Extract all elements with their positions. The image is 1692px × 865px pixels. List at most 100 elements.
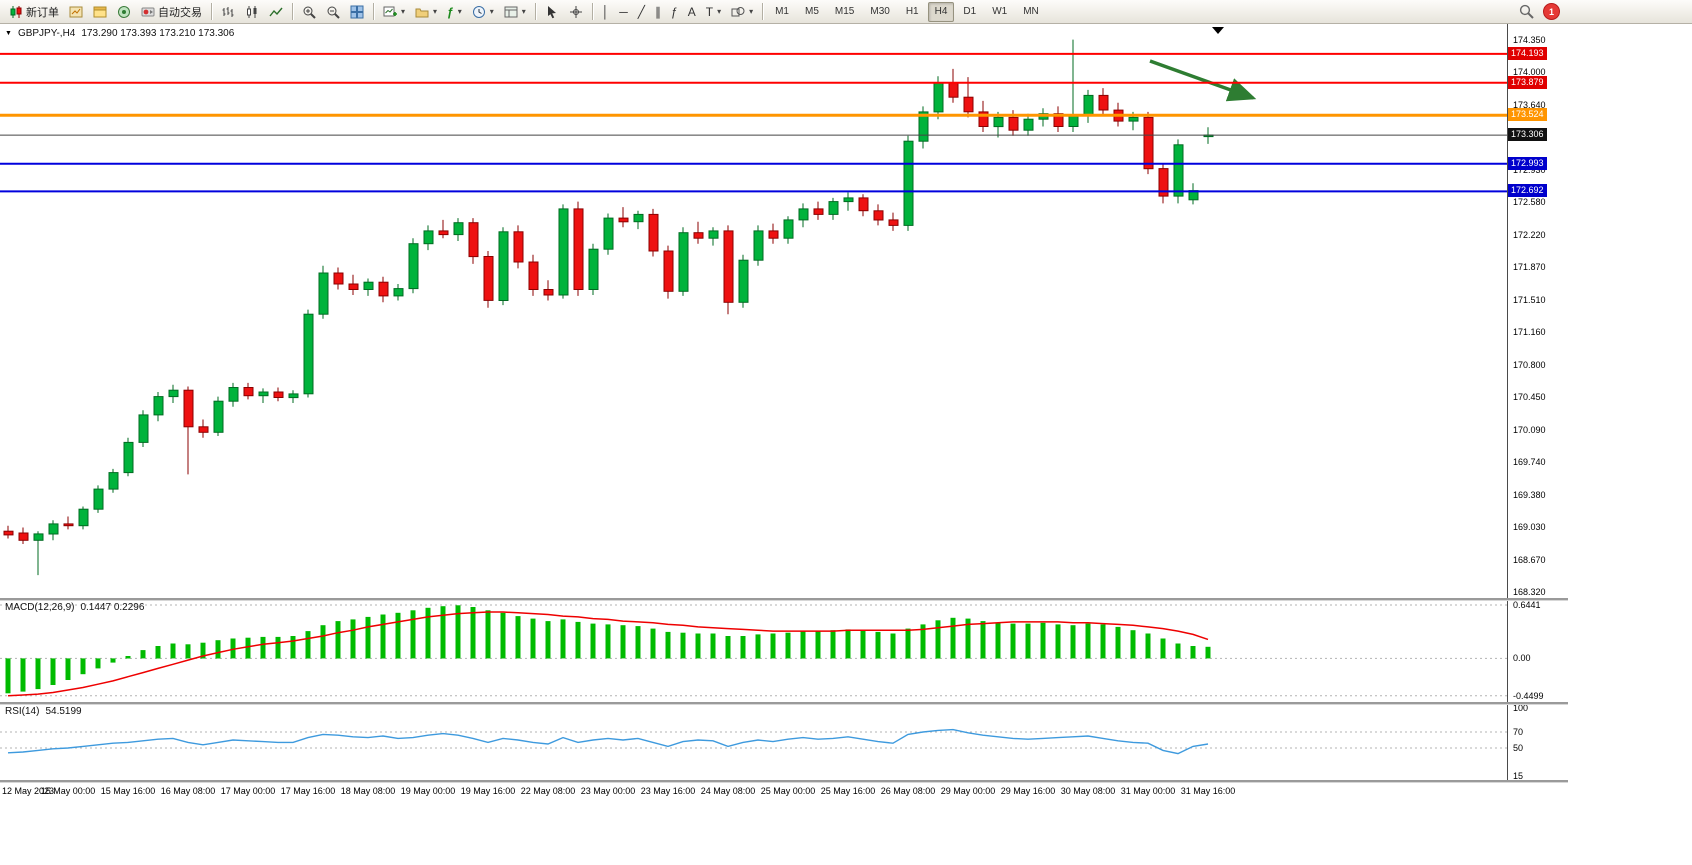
- auto-trading-label: 自动交易: [158, 6, 202, 19]
- cursor-icon: [547, 5, 556, 18]
- timeframe-button-h4[interactable]: H4: [927, 1, 955, 22]
- trendline-tool-button[interactable]: ╱: [633, 1, 650, 23]
- macd-histogram-bar: [545, 621, 551, 659]
- tile-windows-button[interactable]: [345, 1, 369, 23]
- macd-histogram-bar: [470, 607, 476, 659]
- zoom-out-button[interactable]: [321, 1, 345, 23]
- navigator-button[interactable]: [88, 1, 112, 23]
- search-icon[interactable]: [1519, 4, 1534, 19]
- profiles-button[interactable]: ▾: [410, 1, 442, 23]
- fibonacci-tool-button[interactable]: ƒ: [666, 1, 683, 23]
- time-axis-label: 22 May 08:00: [520, 786, 576, 796]
- candle-body: [558, 208, 569, 296]
- zoom-in-button[interactable]: [297, 1, 321, 23]
- timeframe-button-w1[interactable]: W1: [992, 5, 1008, 17]
- candle-body: [528, 261, 539, 290]
- macd-values: 0.1447 0.2296: [80, 602, 145, 613]
- candle-body: [918, 111, 929, 142]
- toolbar-right-group: 1: [1519, 3, 1560, 20]
- main-chart-canvas[interactable]: [0, 24, 1507, 598]
- line-chart-icon: [269, 7, 283, 16]
- rsi-axis-label: 100: [1513, 703, 1529, 713]
- macd-histogram-bar: [335, 621, 341, 659]
- crosshair-button[interactable]: [564, 1, 588, 23]
- indicators-button[interactable]: ƒ ▾: [442, 1, 467, 23]
- navigator-icon: [93, 6, 107, 17]
- price-axis-badge: 173.306: [1508, 128, 1547, 141]
- timeframe-button-mn[interactable]: MN: [1023, 5, 1039, 17]
- bar-chart-button[interactable]: [216, 1, 240, 23]
- macd-histogram-bar: [275, 636, 281, 659]
- horizontal-line-tool-button[interactable]: ─: [614, 1, 633, 23]
- candle-body: [198, 426, 209, 433]
- new-order-icon: [10, 5, 22, 18]
- macd-histogram-bar: [740, 636, 746, 659]
- time-axis[interactable]: 12 May 2023 15 May 00:00 15 May 16:00 16 Ma…: [0, 782, 1568, 802]
- vertical-line-tool-button[interactable]: │: [597, 1, 615, 23]
- notification-badge[interactable]: 1: [1543, 3, 1560, 20]
- macd-histogram-bar: [455, 605, 461, 659]
- macd-histogram-bar: [935, 620, 941, 659]
- macd-histogram-bar: [215, 640, 221, 659]
- macd-canvas[interactable]: [0, 600, 1507, 702]
- periods-button[interactable]: ▾: [467, 1, 499, 23]
- price-axis-label: 172.220: [1513, 230, 1546, 240]
- rsi-canvas[interactable]: [0, 704, 1507, 780]
- price-axis-label: 172.580: [1513, 197, 1546, 207]
- templates-button[interactable]: ▾: [499, 1, 531, 23]
- timeframe-button-m15[interactable]: M15: [834, 5, 855, 17]
- macd-histogram-bar: [1175, 643, 1181, 659]
- candle-body: [243, 387, 254, 397]
- timeframe-button-m1[interactable]: M1: [775, 5, 789, 17]
- time-axis-label: 25 May 16:00: [820, 786, 876, 796]
- candle-body: [573, 208, 584, 290]
- pane-splitter[interactable]: [0, 598, 1568, 601]
- time-axis-label: 19 May 16:00: [460, 786, 516, 796]
- candlestick-chart-button[interactable]: [240, 1, 264, 23]
- candle-body: [333, 272, 344, 285]
- new-order-button[interactable]: 新订单: [4, 1, 64, 23]
- macd-histogram-bar: [1010, 623, 1016, 659]
- market-watch-button[interactable]: [64, 1, 88, 23]
- time-axis-label: 15 May 16:00: [100, 786, 156, 796]
- label-tool-button[interactable]: T ▾: [701, 1, 726, 23]
- timeframe-button-d1[interactable]: D1: [963, 5, 977, 17]
- candle-body: [108, 472, 119, 490]
- candle-body: [513, 231, 524, 263]
- timeframe-button-h1[interactable]: H1: [905, 5, 919, 17]
- new-chart-button[interactable]: ▾: [378, 1, 410, 23]
- candle-body: [153, 396, 164, 416]
- macd-histogram-bar: [170, 643, 176, 659]
- macd-histogram-bar: [1040, 622, 1046, 659]
- zoom-in-icon: [303, 6, 316, 19]
- macd-histogram-bar: [1145, 633, 1151, 659]
- toolbar-separator: [534, 3, 536, 20]
- channel-tool-button[interactable]: ∥: [650, 1, 666, 23]
- trend-arrow-annotation[interactable]: [1149, 59, 1257, 102]
- candle-body: [453, 222, 464, 236]
- candle-body: [873, 210, 884, 221]
- macd-histogram-bar: [575, 621, 581, 659]
- candle-body: [723, 230, 734, 303]
- candle-body: [63, 523, 74, 527]
- cursor-button[interactable]: [540, 1, 564, 23]
- pane-splitter[interactable]: [0, 702, 1568, 705]
- text-tool-button[interactable]: A: [683, 1, 701, 23]
- candle-body: [318, 272, 329, 315]
- price-axis[interactable]: 174.350174.000173.640173.290172.930172.5…: [1507, 24, 1569, 782]
- indicators-icon: ƒ: [447, 4, 454, 19]
- timeframe-button-m5[interactable]: M5: [805, 5, 819, 17]
- pane-splitter[interactable]: [0, 780, 1568, 783]
- shapes-tool-button[interactable]: ▾: [726, 1, 758, 23]
- signals-button[interactable]: [112, 1, 136, 23]
- auto-trading-button[interactable]: 自动交易: [136, 1, 207, 23]
- toolbar-separator: [373, 3, 374, 20]
- chart-header: ▼ GBPJPY-,H4 173.290 173.393 173.210 173…: [5, 28, 234, 39]
- ohlc-collapse-icon[interactable]: ▼: [5, 30, 12, 37]
- timeframe-button-m30[interactable]: M30: [870, 5, 890, 17]
- candle-body: [213, 400, 224, 433]
- line-chart-button[interactable]: [264, 1, 288, 23]
- macd-histogram-bar: [305, 631, 311, 659]
- chart-shift-marker[interactable]: [1212, 27, 1224, 34]
- candle-body: [1008, 116, 1019, 131]
